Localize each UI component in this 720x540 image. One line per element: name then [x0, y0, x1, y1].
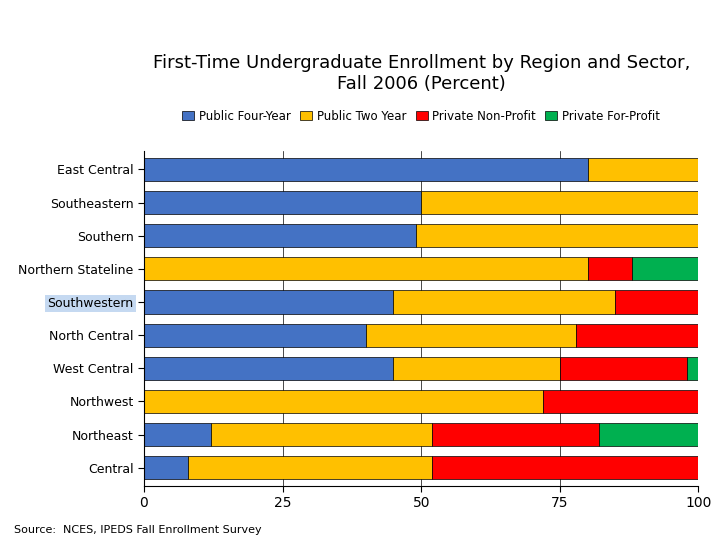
Bar — [415, 224, 698, 247]
Bar — [144, 456, 189, 480]
Bar — [615, 291, 698, 314]
Bar — [421, 191, 698, 214]
Bar — [189, 456, 432, 480]
Bar — [144, 357, 394, 380]
Bar — [144, 323, 366, 347]
Bar — [210, 423, 432, 446]
Bar — [432, 456, 698, 480]
Bar — [144, 423, 210, 446]
Title: First-Time Undergraduate Enrollment by Region and Sector,
Fall 2006 (Percent): First-Time Undergraduate Enrollment by R… — [153, 54, 690, 93]
Bar — [688, 357, 698, 380]
Bar — [588, 257, 632, 280]
Bar — [394, 291, 615, 314]
Bar — [144, 224, 415, 247]
Bar — [144, 390, 543, 413]
Bar — [598, 423, 698, 446]
Bar — [144, 257, 588, 280]
Bar — [432, 423, 598, 446]
Text: Source:  NCES, IPEDS Fall Enrollment Survey: Source: NCES, IPEDS Fall Enrollment Surv… — [14, 524, 262, 535]
Bar — [543, 390, 698, 413]
Legend: Public Four-Year, Public Two Year, Private Non-Profit, Private For-Profit: Public Four-Year, Public Two Year, Priva… — [178, 105, 665, 127]
Bar — [588, 158, 698, 181]
Bar — [144, 191, 421, 214]
Bar — [366, 323, 577, 347]
Bar — [394, 357, 560, 380]
Bar — [577, 323, 698, 347]
Bar — [144, 158, 588, 181]
Bar — [560, 357, 688, 380]
Bar — [144, 291, 394, 314]
Bar — [632, 257, 698, 280]
